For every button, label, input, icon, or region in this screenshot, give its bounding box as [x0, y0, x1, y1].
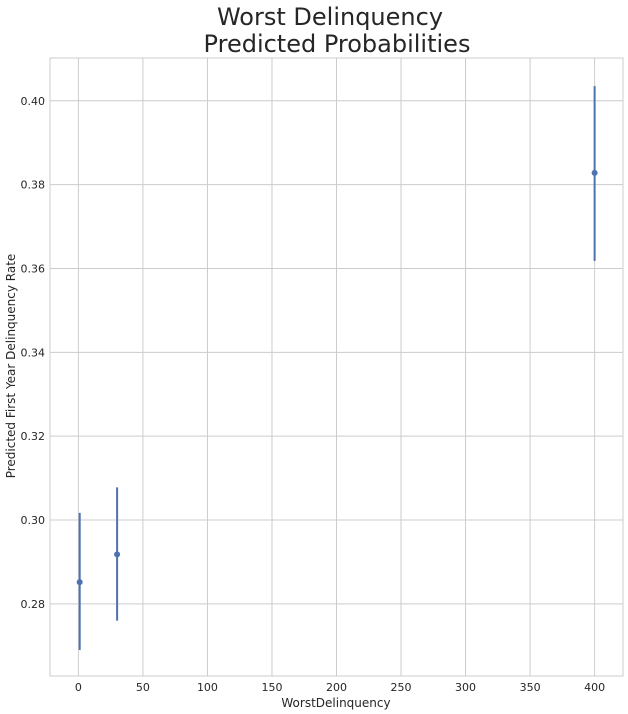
y-tick-label: 0.38	[21, 179, 46, 192]
y-tick-label: 0.40	[21, 95, 46, 108]
x-tick-label: 400	[584, 681, 605, 694]
data-point	[76, 579, 83, 586]
grid	[50, 58, 623, 676]
data-marks	[76, 86, 598, 651]
y-tick-label: 0.36	[21, 262, 46, 275]
data-point	[591, 169, 598, 176]
plot-frame	[49, 57, 624, 677]
x-tick-label: 350	[520, 681, 541, 694]
y-tick-label: 0.32	[21, 430, 46, 443]
y-tick-label: 0.34	[21, 346, 46, 359]
x-tick-label: 200	[326, 681, 347, 694]
x-tick-label: 150	[261, 681, 282, 694]
y-tick-label: 0.30	[21, 514, 46, 527]
data-point	[114, 551, 121, 558]
x-tick-label: 0	[75, 681, 82, 694]
chart-title-line-1: Worst Delinquency	[217, 3, 443, 31]
tick-labels: 0 50 100 150 200 250 300 350 400 0.28 0.30 0.32 0.34…	[21, 95, 606, 694]
x-axis-label: WorstDelinquency	[281, 696, 390, 710]
x-tick-label: 50	[136, 681, 150, 694]
y-tick-label: 0.28	[21, 598, 46, 611]
x-tick-label: 300	[455, 681, 476, 694]
y-axis-label: Predicted First Year Delinquency Rate	[4, 254, 18, 479]
x-tick-label: 250	[391, 681, 412, 694]
plot-border	[49, 57, 624, 677]
chart-title-line-2: Predicted Probabilities	[204, 30, 471, 58]
x-tick-label: 100	[197, 681, 218, 694]
